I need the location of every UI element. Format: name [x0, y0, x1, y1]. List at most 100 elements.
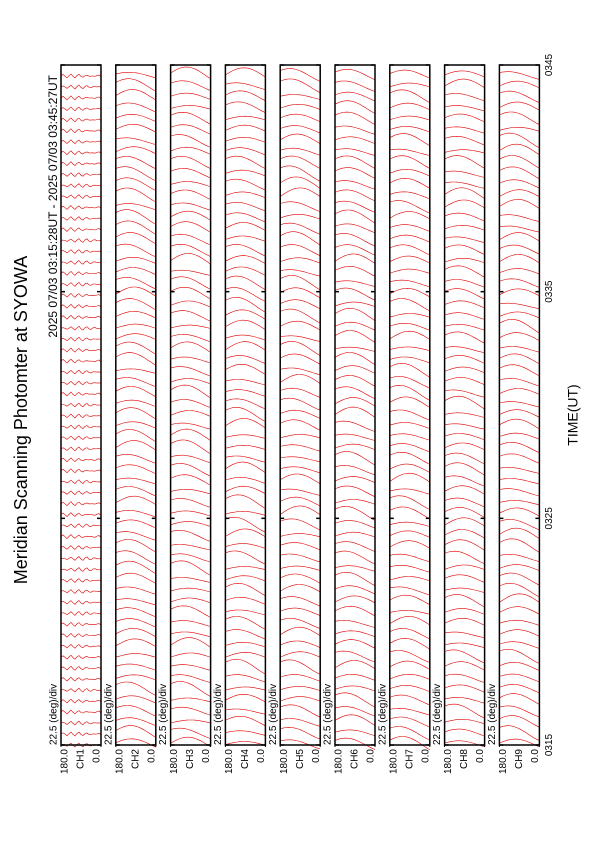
scan-trace [444, 529, 485, 539]
scan-trace [225, 90, 266, 102]
scan-trace [170, 384, 211, 399]
channel-label: CH8 [459, 749, 470, 769]
scan-trace [170, 560, 211, 576]
scan-trace [280, 584, 321, 593]
scan-trace [499, 111, 540, 125]
scan-trace [280, 133, 321, 144]
scan-trace [334, 420, 376, 432]
scan-trace [60, 303, 102, 309]
scan-trace [334, 375, 376, 387]
scan-trace [334, 125, 376, 135]
scan-trace [389, 660, 430, 670]
scan-trace [389, 650, 430, 663]
scan-trace [499, 254, 540, 264]
scan-trace [444, 574, 485, 583]
scan-trace [389, 211, 430, 220]
scan-trace [225, 566, 266, 570]
scan-trace [444, 642, 485, 648]
panel-frame [169, 64, 212, 746]
scan-trace [334, 531, 376, 538]
scan-trace [499, 401, 540, 408]
scan-trace [389, 553, 430, 562]
scan-trace [499, 127, 540, 132]
panel-frame [115, 64, 157, 746]
scan-trace [115, 407, 156, 420]
scan-trace [334, 541, 376, 552]
scan-trace [225, 275, 266, 290]
channel-label: CH5 [295, 749, 306, 769]
scan-trace [444, 564, 485, 570]
scan-trace [334, 148, 376, 156]
scan-trace [444, 300, 485, 309]
scan-trace [280, 165, 321, 182]
scan-trace [334, 287, 376, 301]
scan-trace [60, 545, 102, 550]
scan-trace [170, 310, 211, 322]
scan-trace [444, 324, 485, 331]
scan-trace [225, 629, 266, 640]
panel-frame [498, 64, 541, 746]
scan-trace [115, 638, 156, 647]
scan-trace [334, 406, 376, 418]
scan-trace [280, 244, 321, 256]
y-tick-label: 0.0 [146, 749, 157, 763]
scan-trace [170, 80, 211, 91]
scan-trace [60, 325, 101, 331]
scan-trace [60, 106, 102, 112]
scan-trace [225, 297, 266, 313]
scan-trace [280, 496, 321, 507]
scan-trace [170, 577, 211, 583]
scan-trace [499, 132, 540, 149]
scan-trace [280, 596, 321, 607]
scan-trace [170, 489, 211, 495]
scan-trace [60, 654, 102, 660]
scan-trace [115, 618, 156, 628]
scan-trace [499, 179, 540, 189]
scan-trace [170, 454, 211, 464]
scan-trace [280, 275, 321, 291]
scan-trace [444, 395, 485, 410]
scan-trace [334, 321, 376, 331]
scan-trace [115, 663, 156, 671]
scan-trace [170, 324, 211, 329]
scan-trace [280, 626, 321, 637]
scan-trace [170, 587, 211, 593]
scan-trace [389, 616, 430, 626]
scan-trace [280, 704, 321, 718]
scan-trace [499, 467, 540, 474]
scan-trace [444, 649, 485, 664]
scan-trace [115, 738, 156, 748]
scan-trace [499, 288, 540, 297]
scan-trace [444, 684, 485, 693]
scan-trace [389, 234, 430, 243]
scan-trace [280, 466, 321, 474]
scan-trace [115, 681, 156, 696]
scan-trace [389, 279, 430, 288]
scan-trace [389, 102, 430, 111]
scan-trace [225, 434, 266, 439]
scan-trace [334, 729, 376, 737]
scan-trace [225, 235, 266, 242]
scan-trace [115, 560, 156, 575]
scan-trace [280, 299, 321, 310]
scan-trace [280, 367, 321, 376]
scan-trace [170, 243, 211, 257]
scan-trace [280, 125, 321, 134]
scan-trace [444, 346, 485, 353]
panel-frame [224, 64, 267, 746]
scan-trace [334, 280, 376, 287]
scan-trace [389, 565, 430, 573]
scan-trace [389, 594, 430, 606]
scan-trace [334, 352, 376, 366]
scan-trace [115, 177, 156, 191]
scan-trace [115, 572, 156, 584]
scan-trace [334, 685, 376, 692]
scan-trace [280, 456, 321, 463]
scan-trace [60, 270, 102, 276]
scan-trace [389, 694, 430, 706]
scan-trace [225, 101, 266, 113]
scan-trace [389, 707, 430, 716]
scan-trace [280, 618, 321, 629]
scan-trace [499, 244, 540, 255]
scan-trace [499, 593, 540, 603]
